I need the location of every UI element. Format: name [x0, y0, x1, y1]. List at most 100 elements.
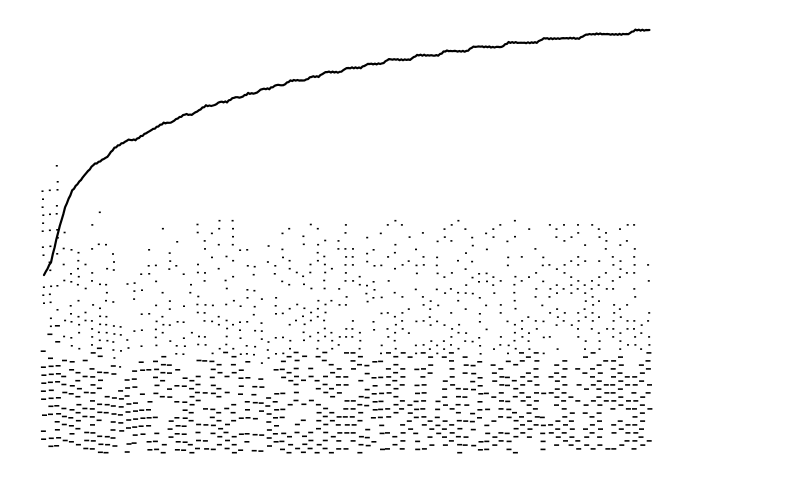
data-dot: [640, 444, 646, 446]
data-dot: [232, 227, 234, 230]
data-dot: [48, 389, 54, 392]
data-dot: [533, 352, 539, 354]
data-dot: [556, 308, 559, 310]
data-dot: [590, 352, 596, 354]
data-dot: [421, 232, 424, 234]
data-dot: [358, 411, 364, 414]
data-dot: [548, 264, 551, 266]
data-dot: [357, 363, 362, 366]
data-dot: [317, 339, 320, 342]
data-dot: [640, 332, 643, 334]
data-dot: [56, 413, 62, 415]
data-dot: [393, 315, 396, 318]
data-dot: [324, 335, 327, 338]
data-dot: [527, 428, 533, 430]
data-dot: [83, 391, 89, 394]
data-dot: [343, 408, 349, 410]
data-dot: [485, 408, 491, 411]
data-dot: [56, 285, 59, 287]
data-dot: [216, 419, 222, 422]
data-dot: [282, 256, 284, 259]
data-dot: [377, 416, 383, 419]
data-dot: [525, 372, 531, 374]
data-dot: [119, 430, 125, 432]
data-dot: [350, 400, 356, 402]
data-dot: [541, 264, 544, 267]
data-dot: [597, 444, 603, 446]
data-dot: [274, 265, 277, 267]
data-dot: [273, 417, 278, 419]
data-dot: [99, 315, 102, 318]
data-dot: [596, 396, 602, 398]
data-dot: [535, 272, 538, 274]
data-dot: [68, 417, 74, 419]
data-dot: [82, 375, 88, 378]
data-dot: [90, 440, 96, 442]
data-dot: [428, 356, 434, 358]
data-dot: [77, 275, 80, 278]
data-dot: [97, 331, 100, 334]
data-dot: [413, 432, 419, 435]
data-dot: [577, 232, 580, 234]
data-dot: [421, 296, 424, 298]
data-dot: [70, 337, 73, 339]
data-dot: [443, 404, 448, 406]
data-dot: [387, 256, 390, 258]
data-dot: [400, 424, 406, 426]
data-dot: [282, 352, 285, 355]
data-dot: [406, 420, 412, 422]
data-dot: [146, 369, 152, 371]
data-dot: [436, 352, 439, 355]
data-dot: [68, 441, 74, 443]
data-dot: [385, 408, 391, 410]
data-dot: [70, 321, 73, 323]
data-dot: [399, 400, 405, 402]
data-dot: [469, 420, 475, 423]
data-dot: [625, 432, 631, 434]
data-dot: [633, 272, 636, 274]
data-dot: [533, 368, 539, 370]
data-dot: [422, 264, 425, 266]
data-dot: [618, 364, 624, 366]
data-dot: [639, 428, 644, 430]
data-dot: [140, 433, 146, 435]
data-dot: [618, 428, 624, 430]
data-dot: [570, 284, 573, 286]
data-dot: [153, 376, 158, 379]
data-dot: [321, 359, 327, 362]
data-dot: [92, 304, 95, 306]
data-dot: [48, 413, 53, 416]
data-dot: [146, 425, 152, 427]
data-dot: [90, 320, 93, 322]
data-dot: [498, 392, 504, 394]
data-dot: [103, 371, 109, 374]
data-dot: [548, 432, 554, 434]
data-dot: [99, 307, 101, 310]
data-dot: [598, 260, 601, 262]
data-dot: [513, 323, 516, 326]
data-dot: [76, 403, 82, 406]
data-dot: [103, 451, 109, 454]
data-dot: [329, 411, 335, 414]
data-dot: [563, 312, 566, 314]
data-dot: [168, 308, 171, 310]
data-dot: [492, 444, 498, 446]
data-dot: [244, 433, 250, 435]
data-dot: [532, 408, 538, 410]
data-dot: [506, 408, 512, 411]
data-dot: [420, 376, 426, 378]
data-dot: [345, 256, 348, 258]
data-dot: [568, 396, 574, 398]
data-dot: [357, 403, 363, 406]
data-dot: [55, 213, 58, 215]
data-dot: [484, 424, 490, 427]
data-dot: [562, 320, 565, 322]
data-dot: [344, 272, 347, 274]
data-dot: [245, 361, 251, 363]
data-dot: [231, 403, 237, 406]
data-dot: [48, 373, 54, 376]
data-dot: [281, 432, 287, 435]
data-dot: [455, 411, 461, 414]
data-dot: [76, 387, 82, 390]
data-dot: [528, 348, 531, 350]
